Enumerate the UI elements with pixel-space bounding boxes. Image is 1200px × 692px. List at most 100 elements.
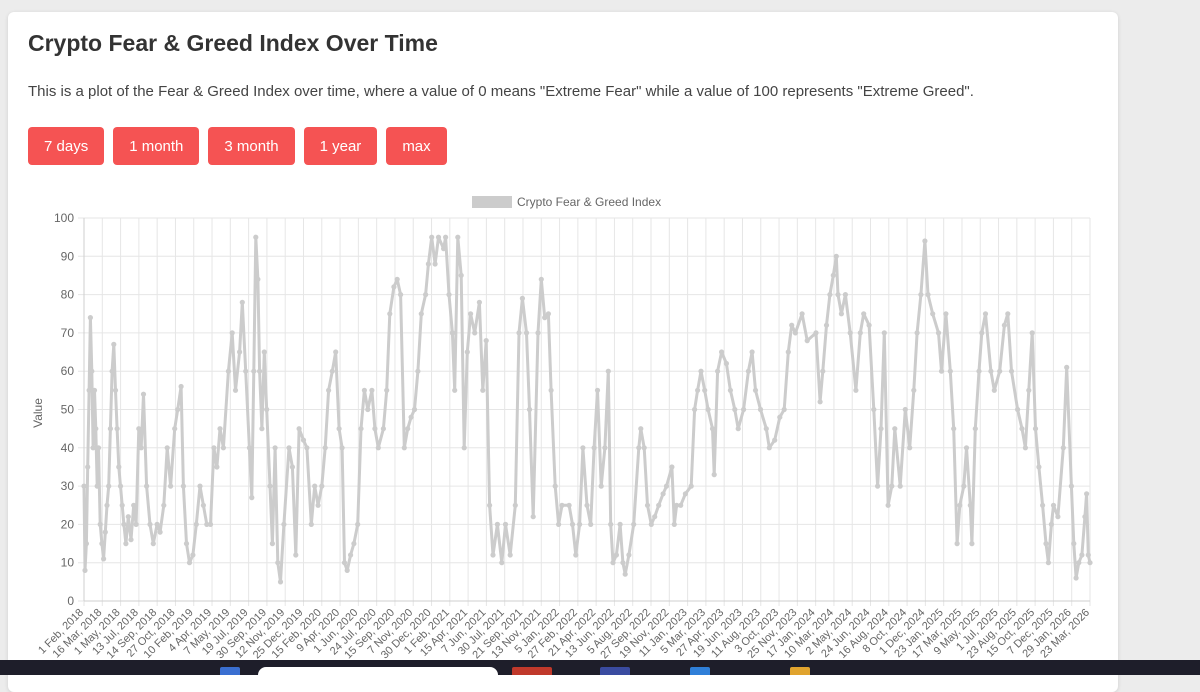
data-point[interactable] bbox=[259, 426, 265, 432]
data-point[interactable] bbox=[264, 406, 270, 413]
data-point[interactable] bbox=[154, 521, 160, 527]
range-button-7-days[interactable]: 7 days bbox=[28, 127, 105, 165]
data-point[interactable] bbox=[552, 483, 558, 489]
data-point[interactable] bbox=[695, 387, 701, 393]
data-point[interactable] bbox=[272, 445, 278, 451]
data-point[interactable] bbox=[183, 541, 190, 547]
data-point[interactable] bbox=[253, 234, 259, 240]
data-point[interactable] bbox=[277, 579, 284, 585]
data-point[interactable] bbox=[104, 502, 110, 508]
data-point[interactable] bbox=[249, 495, 255, 501]
data-point[interactable] bbox=[83, 541, 89, 547]
data-point[interactable] bbox=[200, 502, 206, 508]
data-point[interactable] bbox=[610, 560, 616, 566]
data-point[interactable] bbox=[875, 483, 881, 489]
data-point[interactable] bbox=[1029, 330, 1035, 336]
data-point[interactable] bbox=[594, 387, 601, 393]
data-point[interactable] bbox=[267, 483, 273, 489]
data-point[interactable] bbox=[348, 552, 354, 558]
data-point[interactable] bbox=[538, 276, 544, 282]
data-point[interactable] bbox=[545, 311, 552, 317]
data-point[interactable] bbox=[452, 387, 458, 393]
data-point[interactable] bbox=[197, 483, 203, 489]
data-point[interactable] bbox=[871, 406, 877, 413]
data-point[interactable] bbox=[443, 234, 449, 240]
data-point[interactable] bbox=[991, 387, 997, 393]
data-point[interactable] bbox=[922, 238, 928, 244]
data-point[interactable] bbox=[766, 445, 772, 451]
data-point[interactable] bbox=[476, 299, 482, 305]
data-point[interactable] bbox=[878, 426, 884, 432]
data-point[interactable] bbox=[1036, 464, 1042, 470]
data-point[interactable] bbox=[584, 502, 590, 508]
data-point[interactable] bbox=[711, 472, 717, 478]
data-point[interactable] bbox=[446, 292, 452, 298]
data-point[interactable] bbox=[954, 541, 960, 547]
data-point[interactable] bbox=[1079, 552, 1085, 558]
data-point[interactable] bbox=[930, 311, 936, 317]
data-point[interactable] bbox=[705, 406, 711, 413]
data-point[interactable] bbox=[161, 502, 167, 508]
data-point[interactable] bbox=[847, 330, 853, 336]
data-point[interactable] bbox=[116, 464, 122, 470]
data-point[interactable] bbox=[239, 299, 245, 305]
data-point[interactable] bbox=[516, 330, 522, 336]
data-point[interactable] bbox=[889, 483, 895, 489]
data-point[interactable] bbox=[144, 483, 150, 489]
data-point[interactable] bbox=[375, 445, 381, 451]
data-point[interactable] bbox=[605, 368, 611, 374]
data-point[interactable] bbox=[499, 560, 505, 566]
data-point[interactable] bbox=[935, 330, 942, 336]
data-point[interactable] bbox=[617, 521, 623, 527]
taskbar-app-icon[interactable] bbox=[512, 667, 552, 675]
data-point[interactable] bbox=[136, 426, 142, 432]
data-point[interactable] bbox=[1060, 445, 1066, 451]
data-point[interactable] bbox=[186, 560, 193, 566]
data-point[interactable] bbox=[449, 330, 455, 336]
data-point[interactable] bbox=[660, 491, 666, 497]
data-point[interactable] bbox=[732, 406, 738, 413]
data-point[interactable] bbox=[1008, 368, 1015, 374]
data-point[interactable] bbox=[613, 552, 620, 558]
data-point[interactable] bbox=[853, 387, 859, 393]
data-point[interactable] bbox=[243, 368, 249, 374]
data-point[interactable] bbox=[502, 521, 509, 527]
data-point[interactable] bbox=[838, 311, 845, 317]
data-point[interactable] bbox=[972, 426, 978, 432]
data-point[interactable] bbox=[425, 261, 431, 267]
data-point[interactable] bbox=[566, 502, 572, 508]
data-point[interactable] bbox=[820, 368, 826, 374]
data-point[interactable] bbox=[123, 541, 129, 547]
data-point[interactable] bbox=[1019, 426, 1025, 432]
data-point[interactable] bbox=[461, 445, 467, 451]
data-point[interactable] bbox=[709, 426, 716, 432]
data-point[interactable] bbox=[1045, 560, 1051, 566]
data-point[interactable] bbox=[1085, 552, 1091, 558]
data-point[interactable] bbox=[763, 426, 769, 432]
data-point[interactable] bbox=[432, 261, 438, 267]
data-point[interactable] bbox=[326, 387, 332, 393]
data-point[interactable] bbox=[1076, 560, 1082, 566]
data-point[interactable] bbox=[626, 552, 632, 558]
data-point[interactable] bbox=[512, 502, 518, 508]
data-point[interactable] bbox=[237, 349, 243, 355]
data-point[interactable] bbox=[81, 483, 87, 489]
taskbar-start-icon[interactable] bbox=[220, 667, 240, 675]
data-point[interactable] bbox=[106, 483, 112, 489]
data-point[interactable] bbox=[286, 445, 292, 451]
data-point[interactable] bbox=[1087, 560, 1093, 566]
data-point[interactable] bbox=[293, 552, 299, 558]
data-point[interactable] bbox=[180, 483, 186, 489]
data-point[interactable] bbox=[304, 445, 310, 451]
data-point[interactable] bbox=[967, 502, 973, 508]
data-point[interactable] bbox=[897, 483, 903, 489]
data-point[interactable] bbox=[229, 330, 235, 336]
data-point[interactable] bbox=[178, 383, 184, 390]
data-point[interactable] bbox=[620, 560, 626, 566]
data-point[interactable] bbox=[608, 521, 614, 527]
data-point[interactable] bbox=[164, 445, 170, 451]
taskbar-app-icon[interactable] bbox=[600, 667, 630, 675]
range-button-1-month[interactable]: 1 month bbox=[113, 127, 200, 165]
data-point[interactable] bbox=[296, 426, 302, 432]
data-point[interactable] bbox=[193, 521, 199, 527]
